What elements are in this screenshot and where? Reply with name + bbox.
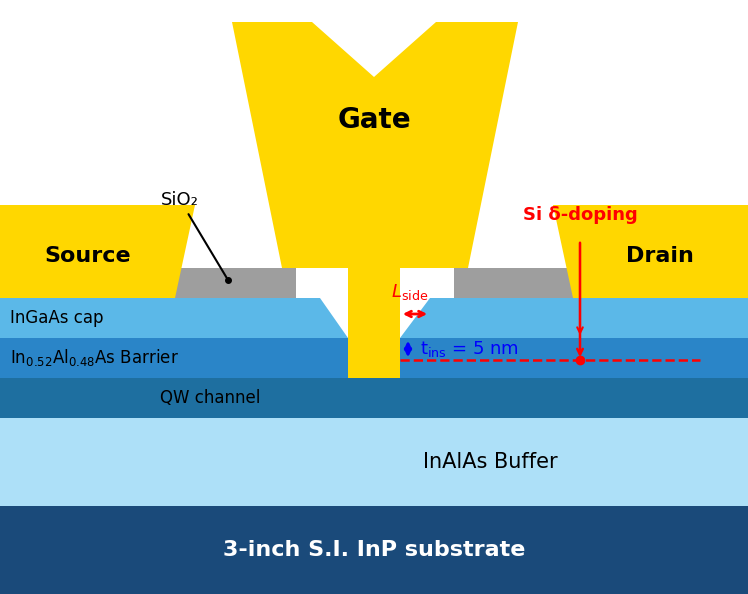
Polygon shape	[553, 205, 748, 298]
Polygon shape	[312, 22, 436, 77]
Polygon shape	[320, 298, 430, 338]
Bar	[348, 268, 400, 378]
Bar	[0, 338, 748, 378]
Text: InAlAs Buffer: InAlAs Buffer	[423, 452, 557, 472]
Text: Gate: Gate	[337, 106, 411, 134]
Bar	[0, 418, 748, 506]
Bar	[0, 378, 748, 418]
Text: Si δ-doping: Si δ-doping	[523, 206, 637, 224]
Text: Drain: Drain	[626, 247, 694, 267]
Bar	[0, 298, 748, 338]
Bar	[296, 268, 454, 298]
Text: InGaAs cap: InGaAs cap	[10, 309, 103, 327]
Text: t$_{\mathrm{ins}}$ = 5 nm: t$_{\mathrm{ins}}$ = 5 nm	[420, 339, 519, 359]
Text: SiO₂: SiO₂	[161, 191, 227, 277]
Polygon shape	[232, 22, 518, 268]
Bar	[0, 506, 748, 594]
Text: QW channel: QW channel	[160, 389, 260, 407]
Text: Source: Source	[45, 247, 132, 267]
Text: L$_{\mathrm{side}}$: L$_{\mathrm{side}}$	[391, 282, 429, 302]
Text: In$_{0.52}$Al$_{0.48}$As Barrier: In$_{0.52}$Al$_{0.48}$As Barrier	[10, 347, 179, 368]
Polygon shape	[0, 205, 195, 298]
Bar	[0, 268, 748, 298]
Text: 3-inch S.I. InP substrate: 3-inch S.I. InP substrate	[223, 540, 525, 560]
